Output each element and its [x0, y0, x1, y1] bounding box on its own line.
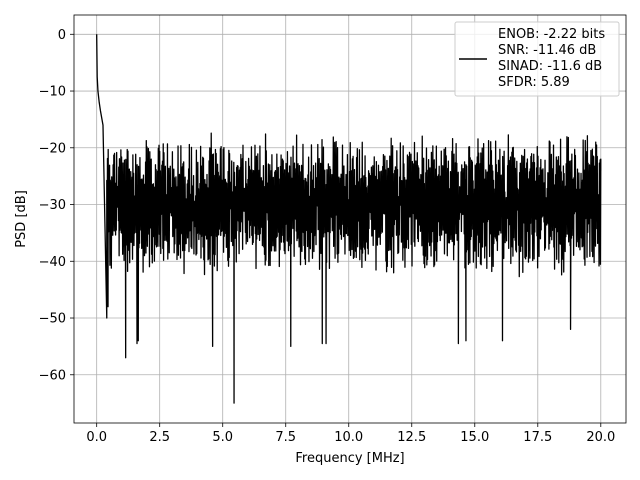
y-tick-label: −60 [39, 368, 66, 383]
ticks: 0.0 2.5 5.0 7.5 10.0 12.5 15.0 17.5 20.0 0 −10 −20 −… [39, 28, 616, 445]
legend-snr-text: SNR: -11.46 dB [498, 43, 596, 58]
y-tick-label: −50 [39, 312, 66, 327]
y-tick-label: −40 [39, 255, 66, 270]
x-tick-label: 12.5 [397, 430, 426, 445]
axes-frame [73, 14, 627, 424]
legend-box [454, 21, 620, 97]
x-tick-label: 17.5 [523, 430, 552, 445]
legend-sinad-text: SINAD: -11.6 dB [498, 59, 602, 74]
x-tick-label: 15.0 [460, 430, 489, 445]
y-axis-label: PSD [dB] [14, 190, 29, 248]
legend-sfdr-text: SFDR: 5.89 [498, 75, 570, 90]
x-tick-label: 5.0 [212, 430, 233, 445]
x-tick-label: 7.5 [275, 430, 296, 445]
y-tick-label: 0 [58, 28, 66, 43]
legend-enob-text: ENOB: -2.22 bits [498, 27, 605, 42]
y-tick-label: −20 [39, 141, 66, 156]
x-tick-label: 2.5 [149, 430, 170, 445]
psd-series-line [96, 34, 602, 404]
x-axis-label: Frequency [MHz] [295, 451, 404, 466]
x-tick-label: 10.0 [334, 430, 363, 445]
axes [73, 14, 627, 424]
legend: ENOB: -2.22 bits SNR: -11.46 dB SINAD: -… [454, 21, 620, 97]
x-tick-label: 20.0 [586, 430, 615, 445]
y-tick-label: −30 [39, 198, 66, 213]
x-tick-label: 0.0 [86, 430, 107, 445]
y-tick-label: −10 [39, 85, 66, 100]
plot-area [96, 34, 602, 404]
